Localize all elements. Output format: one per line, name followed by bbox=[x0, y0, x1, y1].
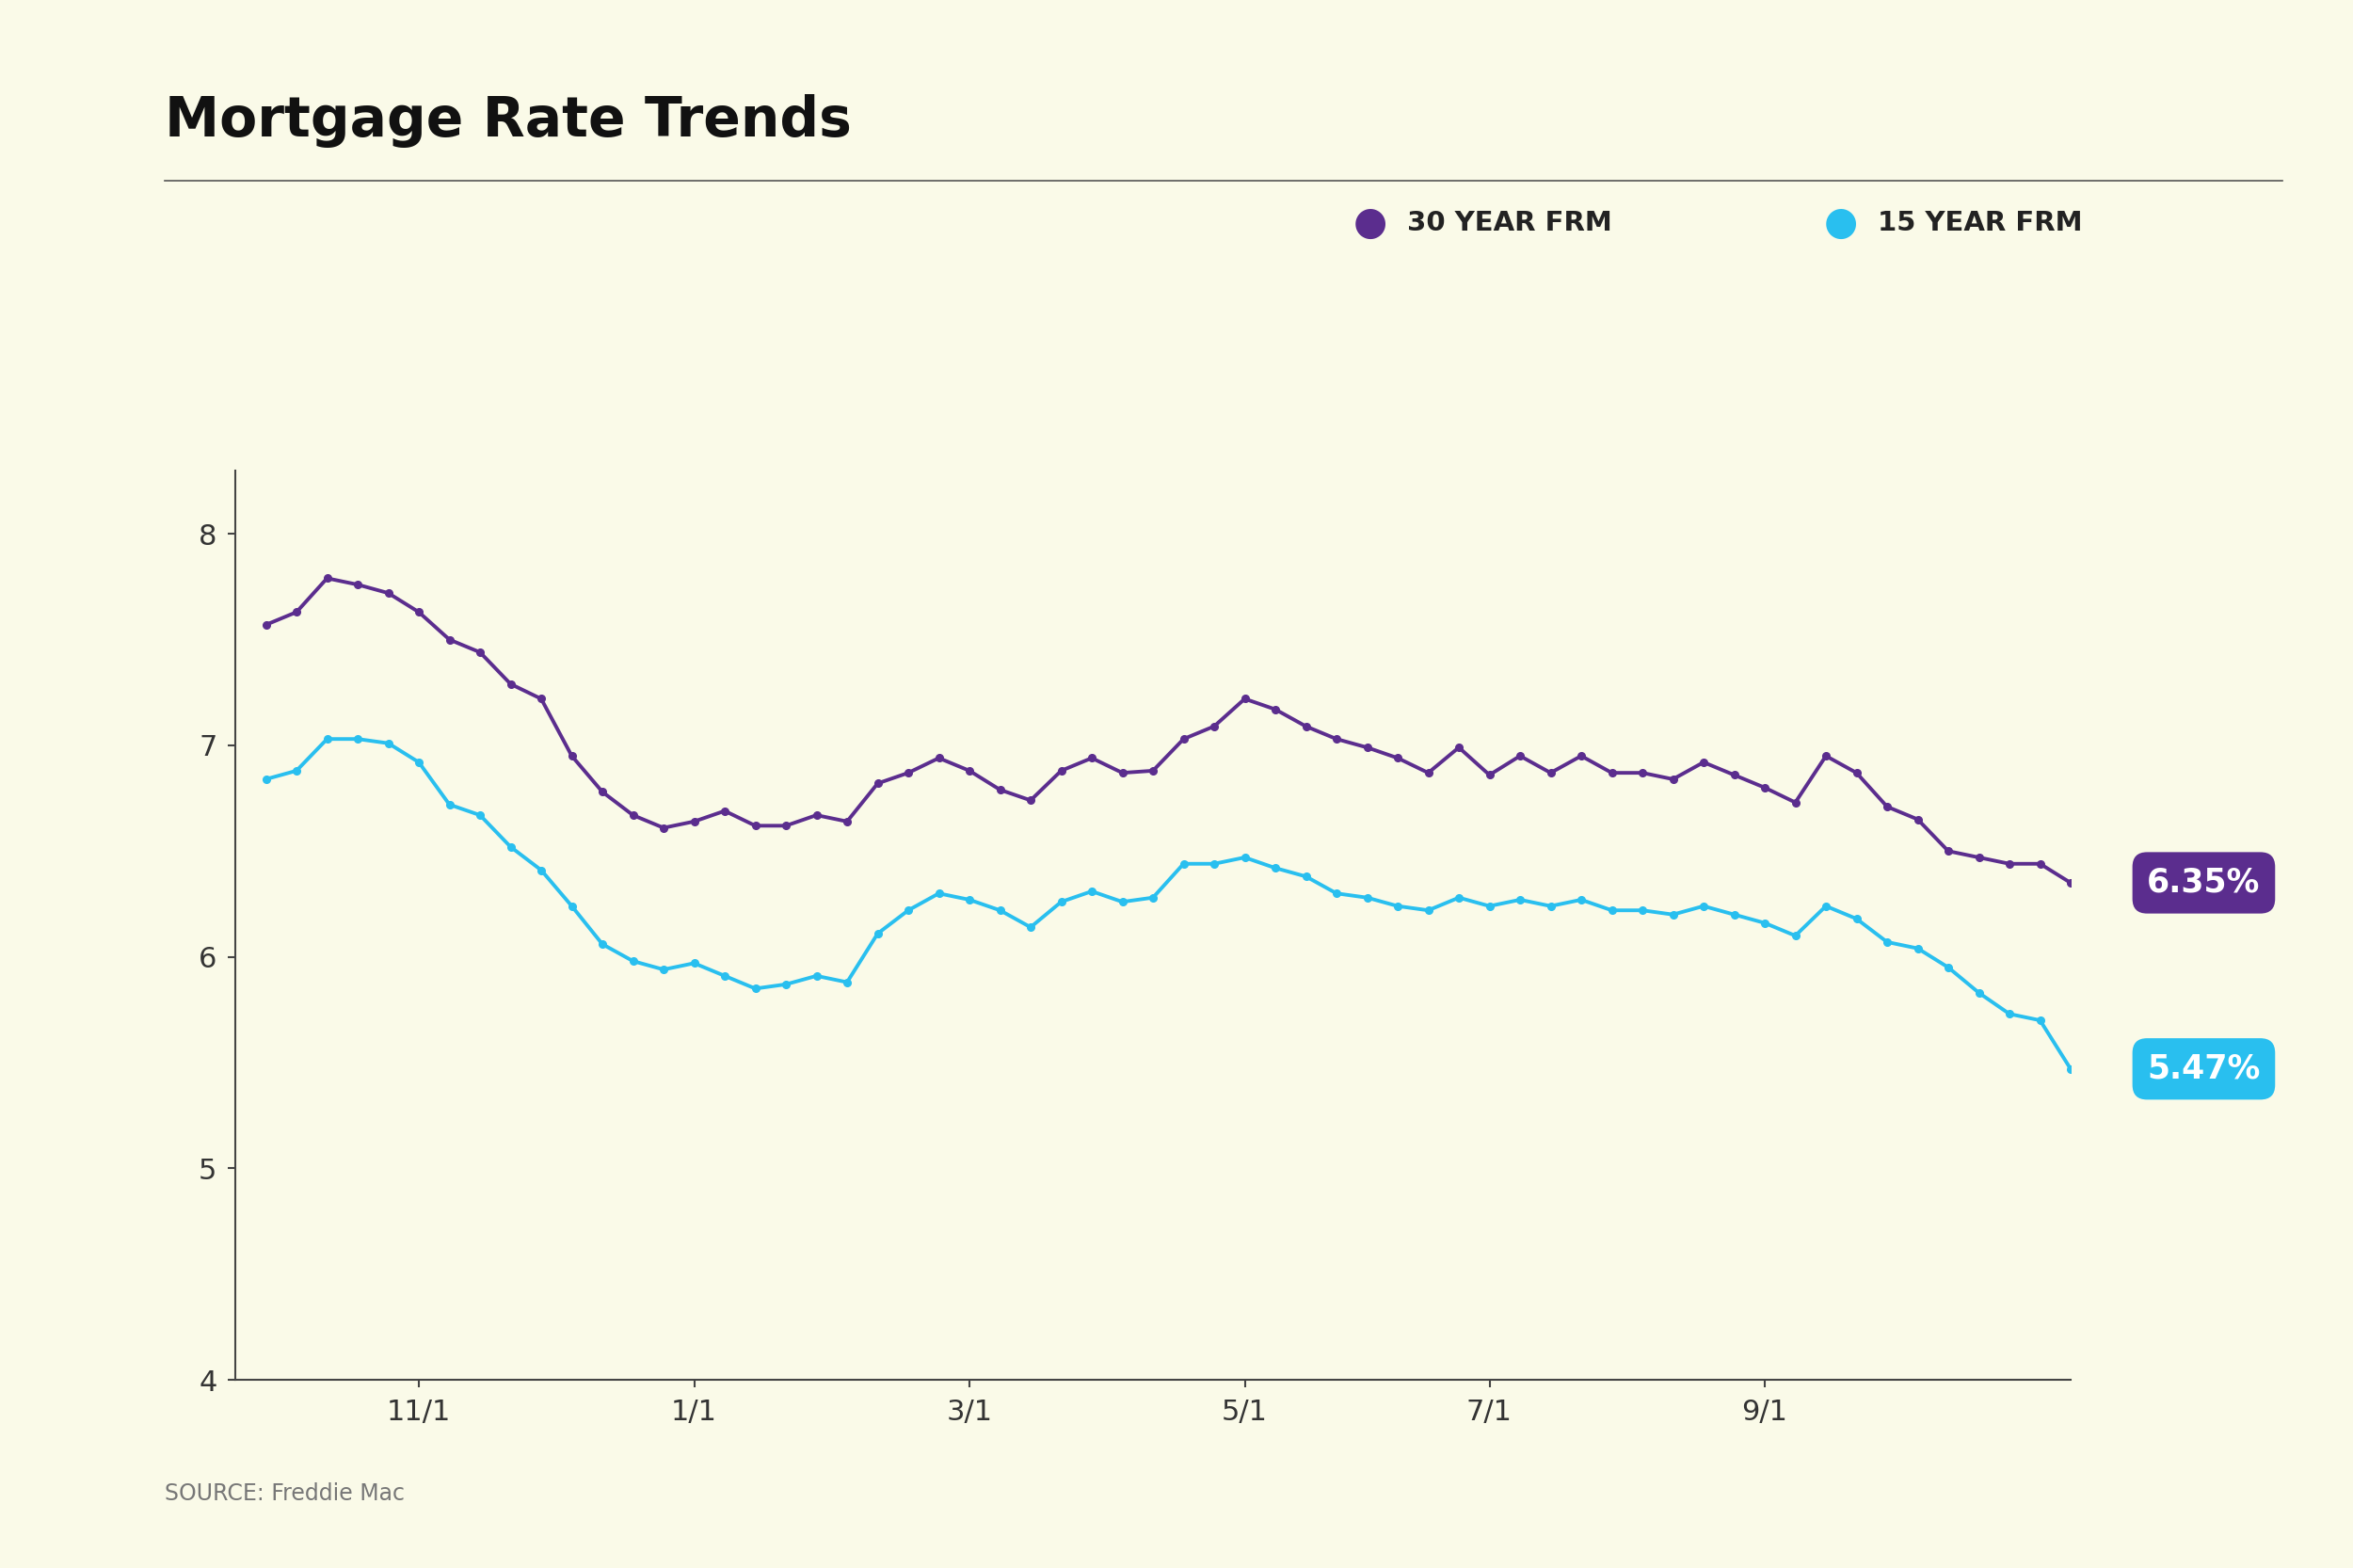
Text: 15 YEAR FRM: 15 YEAR FRM bbox=[1878, 210, 2082, 235]
Text: SOURCE: Freddie Mac: SOURCE: Freddie Mac bbox=[165, 1483, 405, 1505]
Text: 6.35%: 6.35% bbox=[2148, 867, 2261, 898]
Text: 30 YEAR FRM: 30 YEAR FRM bbox=[1407, 210, 1612, 235]
Text: ●: ● bbox=[1824, 202, 1859, 243]
Text: 5.47%: 5.47% bbox=[2148, 1054, 2261, 1085]
Text: Mortgage Rate Trends: Mortgage Rate Trends bbox=[165, 94, 852, 147]
Text: ●: ● bbox=[1353, 202, 1388, 243]
